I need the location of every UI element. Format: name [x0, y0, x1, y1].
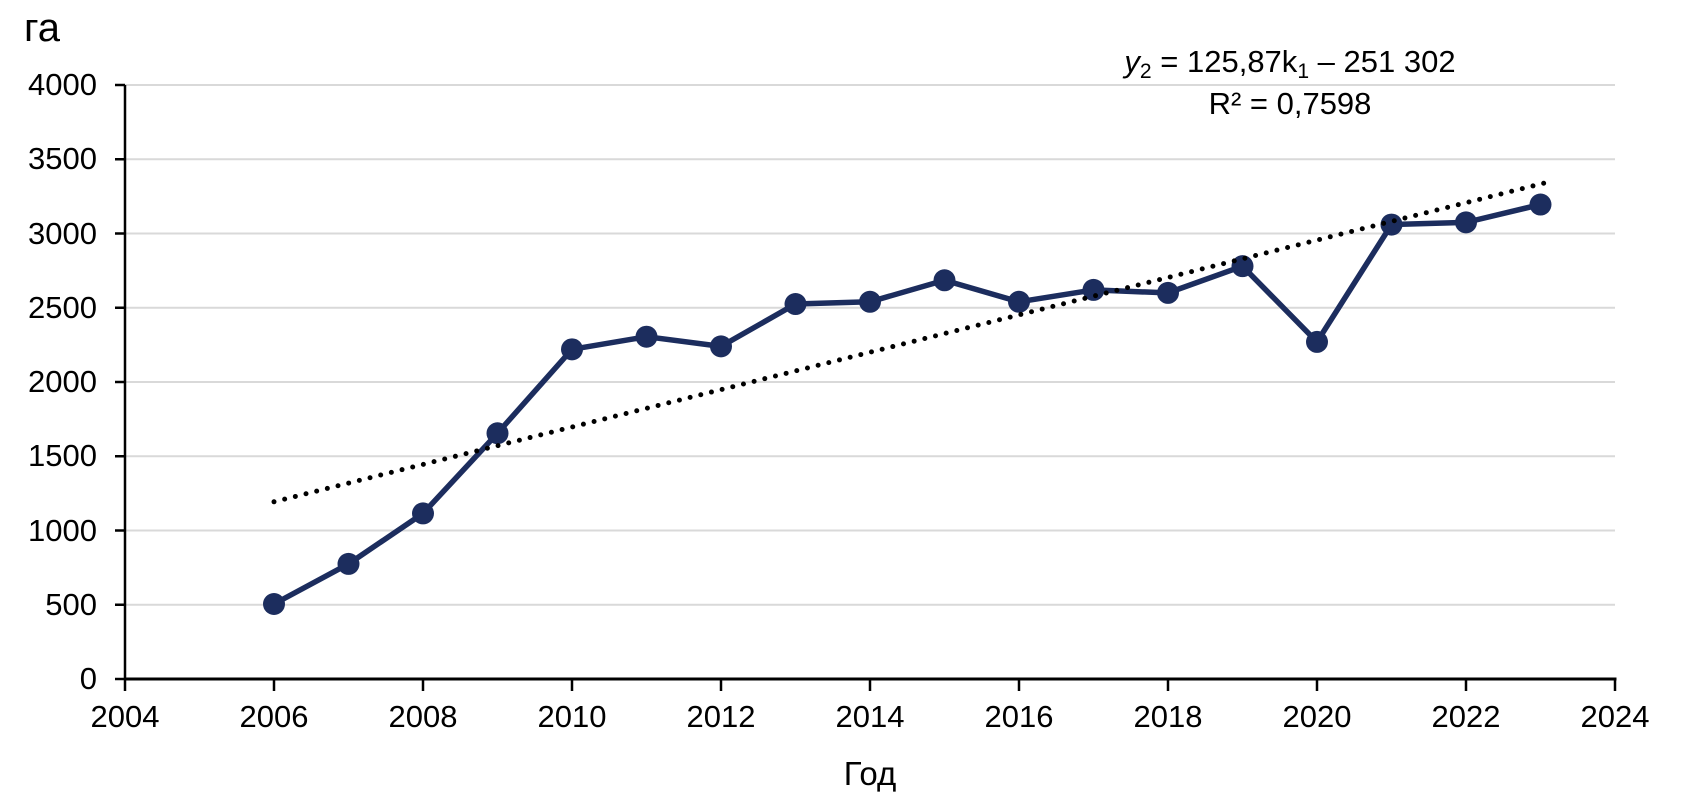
- x-axis-tick-label: 2010: [537, 699, 607, 734]
- data-series-line: [271, 201, 1544, 607]
- y-axis-tick-label: 500: [45, 586, 97, 622]
- y-axis-tick-label: 1000: [28, 512, 97, 548]
- data-point-marker: [1157, 281, 1179, 304]
- data-point-marker: [784, 293, 807, 316]
- equation-line: y2 = 125,87k1 – 251 302: [1010, 41, 1570, 83]
- data-point-marker: [1082, 278, 1105, 301]
- y-axis-tick-label: 4000: [28, 67, 97, 102]
- equation-r-squared: R² = 0,7598: [1208, 86, 1372, 121]
- data-point-marker: [635, 325, 658, 348]
- x-axis-tick-label: 2020: [1282, 699, 1352, 734]
- data-point-marker: [1380, 213, 1403, 236]
- y-axis-tick-label: 0: [79, 661, 97, 696]
- data-point-marker: [486, 422, 509, 445]
- equation-y-variable: y: [1124, 44, 1140, 79]
- data-point-marker: [710, 335, 732, 358]
- x-axis-tick-label: 2022: [1431, 699, 1501, 734]
- data-point-marker: [412, 502, 434, 525]
- equation-tail: – 251 302: [1309, 44, 1456, 79]
- y-axis-title: га: [24, 6, 60, 50]
- equation-middle: = 125,87k: [1151, 44, 1298, 79]
- data-point-marker: [561, 338, 583, 361]
- x-axis-tick-label: 2006: [239, 699, 309, 734]
- x-axis-tick-label: 2012: [686, 699, 756, 734]
- data-point-marker: [337, 552, 360, 575]
- data-point-marker: [1455, 211, 1477, 234]
- y-axis-tick-label: 1500: [28, 438, 97, 474]
- x-axis-tick-label: 2004: [90, 699, 160, 734]
- data-point-marker: [1306, 330, 1328, 353]
- trendline: [271, 179, 1551, 505]
- data-point-marker: [933, 269, 956, 292]
- y-axis-tick-label: 3500: [28, 141, 97, 177]
- x-axis-tick-label: 2018: [1133, 699, 1203, 734]
- x-axis-tick-label: 2024: [1580, 699, 1650, 734]
- y-axis-tick-label: 2000: [28, 364, 97, 399]
- data-point-marker: [263, 593, 285, 616]
- data-point-marker: [1231, 255, 1254, 278]
- trendline-equation: y2 = 125,87k1 – 251 302 R² = 0,7598: [1010, 41, 1570, 125]
- x-axis-tick-label: 2014: [835, 699, 905, 734]
- data-point-marker: [1008, 290, 1030, 313]
- y-axis-tick-label: 2500: [28, 289, 97, 325]
- y-axis-tick-label: 3000: [28, 215, 97, 251]
- data-point-marker: [1529, 193, 1552, 216]
- equation-k-subscript: 1: [1297, 59, 1310, 83]
- x-axis-title: Год: [843, 755, 897, 792]
- x-axis-tick-label: 2008: [388, 699, 458, 734]
- x-axis-tick-label: 2016: [984, 699, 1054, 734]
- data-point-marker: [859, 290, 881, 313]
- equation-y-subscript: 2: [1139, 59, 1152, 83]
